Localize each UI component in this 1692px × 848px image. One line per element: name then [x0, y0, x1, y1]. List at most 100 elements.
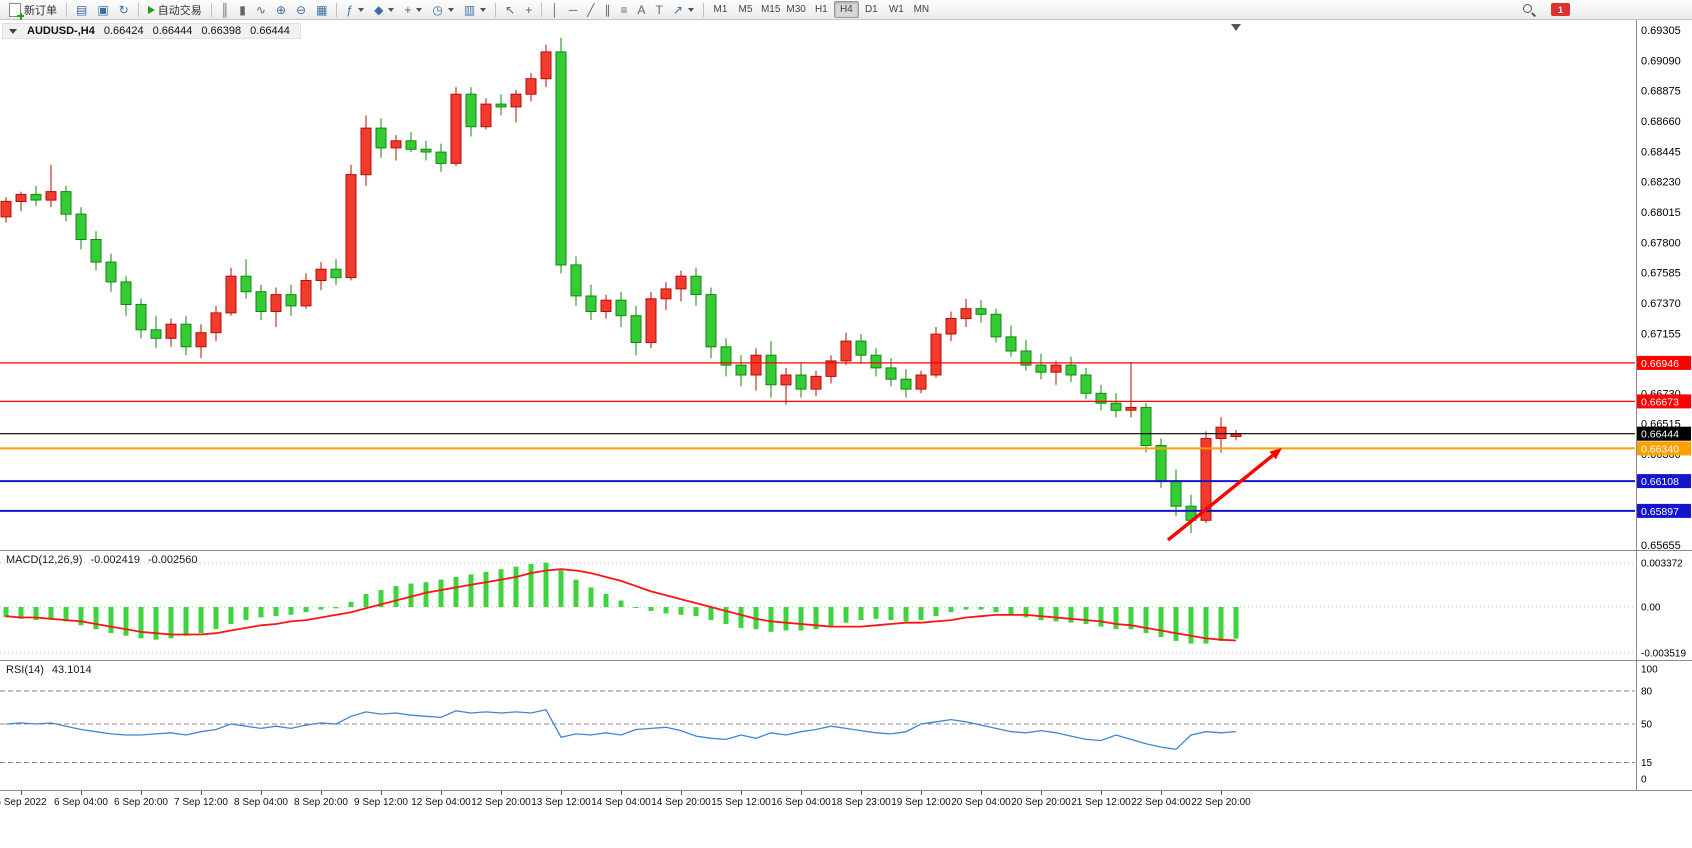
line-chart-button[interactable]: ∿: [251, 1, 271, 18]
candlestick: [150, 329, 162, 339]
main-toolbar: 新订单 ▤ ▣ ↻ 自动交易 ║ ▮ ∿ ⊕ ⊖ ▦ ƒ ◆ + ◷ ▥ ↖ + │ ─ ╱ ∥ ≡ A T ↗ M1…: [0, 0, 1692, 20]
time-axis-label: 14 Sep 20:00: [651, 797, 711, 808]
timeframe-button-MN[interactable]: MN: [909, 1, 934, 18]
timeframe-button-M30[interactable]: M30: [783, 1, 808, 18]
candlestick: [120, 281, 132, 305]
price-badge: [1637, 426, 1691, 441]
timeframe-button-H4[interactable]: H4: [833, 1, 859, 18]
time-axis-tick: [381, 791, 382, 795]
rsi-panel-canvas[interactable]: 100 80 50 15 0: [0, 661, 1692, 790]
search-button[interactable]: [1517, 1, 1541, 18]
fibonacci-button[interactable]: ≡: [616, 1, 633, 18]
macd-histogram-bar: [1218, 607, 1224, 641]
toolbar-separator: [541, 2, 543, 17]
add-indicator-button[interactable]: +: [399, 1, 427, 18]
macd-histogram-bar: [1173, 607, 1179, 641]
zoom-in-button[interactable]: ⊕: [271, 1, 291, 18]
timeframe-button-W1[interactable]: W1: [884, 1, 909, 18]
candlestick: [285, 294, 297, 307]
tile-windows-button[interactable]: ▦: [311, 1, 332, 18]
time-axis-tick: [81, 791, 82, 795]
crosshair-button[interactable]: +: [520, 1, 537, 18]
macd-histogram-bar: [123, 607, 129, 636]
auto-trading-button[interactable]: 自动交易: [143, 1, 207, 18]
timeframe-button-H1[interactable]: H1: [809, 1, 834, 18]
text-label-icon: T: [655, 2, 663, 17]
trend-arrow-head[interactable]: [1269, 448, 1283, 460]
macd-histogram-bar: [348, 601, 354, 607]
candlestick: [45, 191, 57, 201]
charts-button[interactable]: ▤: [71, 1, 92, 18]
candlestick-chart-button[interactable]: ▮: [234, 1, 251, 18]
macd-histogram-bar: [1113, 607, 1119, 630]
candlestick: [720, 346, 732, 366]
candlestick: [660, 288, 672, 300]
rsi-axis-label: 15: [1641, 758, 1653, 769]
macd-histogram-bar: [843, 607, 849, 623]
new-order-button[interactable]: 新订单: [4, 1, 62, 20]
macd-histogram-bar: [858, 607, 864, 621]
candlestick: [375, 127, 387, 149]
panel-separator[interactable]: [0, 550, 1692, 551]
horizontal-line-button[interactable]: ─: [564, 1, 583, 18]
trend-arrow[interactable]: [1166, 454, 1274, 542]
timeframe-button-D1[interactable]: D1: [859, 1, 884, 18]
timeframe-button-M5[interactable]: M5: [733, 1, 758, 18]
time-axis-tick: [321, 791, 322, 795]
macd-histogram-bar: [168, 607, 174, 639]
candlestick: [765, 354, 777, 386]
refresh-button[interactable]: ↻: [114, 1, 134, 18]
indicators-button[interactable]: ƒ: [341, 1, 369, 18]
cursor-button[interactable]: ↖: [500, 1, 520, 18]
time-axis[interactable]: 5 Sep 2022 6 Sep 04:00 6 Sep 20:00 7 Sep 12…: [0, 791, 1692, 815]
collapse-charts-button[interactable]: [8, 28, 18, 34]
timeframe-button-M1[interactable]: M1: [708, 1, 733, 18]
candlestick: [945, 318, 957, 335]
candlestick: [870, 354, 882, 369]
price-chart-canvas[interactable]: 0.69305 0.69090 0.68875 0.68660 0.68445 0.682…: [0, 20, 1692, 550]
price-badge-label: 0.66340: [1641, 443, 1679, 455]
macd-histogram-bar: [1233, 607, 1239, 639]
macd-histogram-bar: [213, 607, 219, 630]
macd-histogram-bar: [1143, 607, 1149, 634]
macd-indicator-label: MACD(12,26,9) -0.002419 -0.002560: [6, 554, 198, 566]
macd-histogram-bar: [663, 607, 669, 614]
vertical-line-button[interactable]: │: [546, 1, 564, 18]
macd-histogram-bar: [243, 607, 249, 621]
objects-button[interactable]: ◆: [369, 1, 399, 18]
text-button[interactable]: A: [633, 1, 651, 18]
macd-histogram-bar: [678, 607, 684, 615]
time-axis-tick: [801, 791, 802, 795]
rsi-value: 43.1014: [51, 664, 92, 676]
timeframe-button-M15[interactable]: M15: [758, 1, 783, 18]
indicators-icon: ƒ: [346, 2, 354, 17]
candlestick: [1170, 480, 1182, 507]
time-axis-label: 15 Sep 12:00: [711, 797, 771, 808]
notification-badge[interactable]: 1: [1551, 3, 1570, 16]
bar-chart-button[interactable]: ║: [216, 1, 235, 18]
profiles-button[interactable]: ▣: [92, 1, 113, 18]
trendline-button[interactable]: ╱: [582, 1, 599, 18]
macd-histogram-bar: [483, 571, 489, 608]
periods-button[interactable]: ◷: [427, 1, 458, 18]
rsi-axis-label: 80: [1641, 687, 1653, 698]
macd-panel-canvas[interactable]: 0.003372 0.00 -0.003519: [0, 551, 1692, 660]
time-axis-label: 8 Sep 20:00: [294, 797, 348, 808]
macd-histogram-bar: [273, 607, 279, 617]
time-axis-tick: [21, 791, 22, 795]
macd-histogram-bar: [558, 570, 564, 608]
panel-separator[interactable]: [0, 660, 1692, 661]
candlestick: [480, 103, 492, 128]
templates-button[interactable]: ▥: [459, 1, 491, 18]
price-axis-separator[interactable]: [1636, 20, 1637, 791]
equidistant-channel-button[interactable]: ∥: [600, 1, 616, 18]
close-value: 0.66444: [250, 25, 290, 37]
shift-marker-icon[interactable]: [1231, 24, 1241, 31]
zoom-out-button[interactable]: ⊖: [291, 1, 311, 18]
macd-histogram-bar: [738, 607, 744, 628]
time-axis-tick: [141, 791, 142, 795]
arrows-button[interactable]: ↗: [668, 1, 699, 18]
text-label-button[interactable]: T: [651, 1, 668, 18]
chevron-down-icon: [9, 28, 17, 34]
macd-histogram-bar: [813, 607, 819, 630]
